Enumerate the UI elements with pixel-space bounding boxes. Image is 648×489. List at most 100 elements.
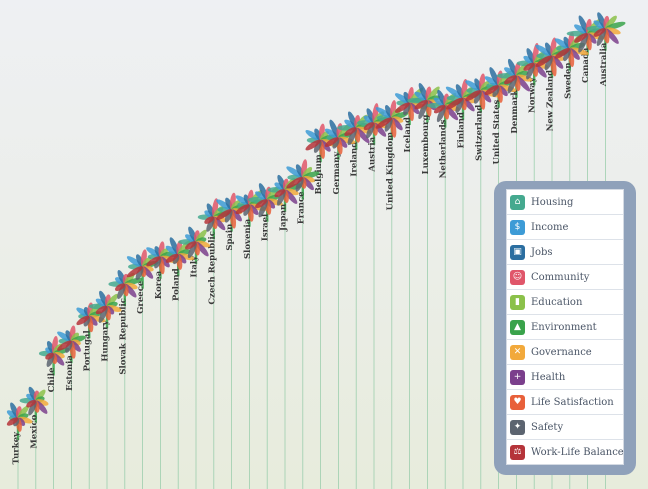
country-label-chile[interactable]: Chile xyxy=(47,367,57,392)
petal-work-life-balance xyxy=(165,253,179,263)
country-label-austria[interactable]: Austria xyxy=(368,136,378,172)
country-label-finland[interactable]: Finland xyxy=(457,112,467,148)
petal-work-life-balance xyxy=(445,97,464,110)
petal-work-life-balance xyxy=(216,209,232,221)
country-label-spain[interactable]: Spain xyxy=(225,224,235,251)
country-label-czech-republic[interactable]: Czech Republic xyxy=(207,231,217,305)
petal-health xyxy=(551,55,564,69)
legend-item-housing[interactable]: ⌂ Housing xyxy=(507,190,623,215)
topic-legend: ⌂ Housing $ Income ▣ Jobs ☺ Community ▮ Education… xyxy=(494,181,636,475)
petal-work-life-balance xyxy=(484,85,499,96)
legend-item-jobs[interactable]: ▣ Jobs xyxy=(507,240,623,265)
petal-safety xyxy=(544,55,553,71)
legend-item-safety[interactable]: ✦ Safety xyxy=(507,415,623,440)
country-label-slovenia[interactable]: Slovenia xyxy=(243,218,253,259)
petal-work-life-balance xyxy=(593,27,606,37)
flower-turkey[interactable] xyxy=(6,401,34,432)
country-label-greece[interactable]: Greece xyxy=(136,280,146,314)
country-label-iceland[interactable]: Iceland xyxy=(403,117,413,152)
flower-estonia[interactable] xyxy=(56,325,87,359)
flower-united-states[interactable] xyxy=(483,66,517,103)
petal-income xyxy=(414,91,428,102)
petal-work-life-balance xyxy=(554,47,570,59)
legend-item-education[interactable]: ▮ Education xyxy=(507,290,623,315)
petal-governance xyxy=(284,188,299,196)
flowers-layer xyxy=(6,11,626,432)
flower-france[interactable] xyxy=(285,159,320,193)
flower-australia[interactable] xyxy=(586,11,626,47)
petal-safety xyxy=(596,28,607,46)
legend-label: Health xyxy=(531,371,566,383)
legend-label: Work-Life Balance xyxy=(531,446,624,458)
flower-slovak-republic[interactable] xyxy=(108,269,143,300)
petal-income xyxy=(165,245,179,255)
country-label-hungary[interactable]: Hungary xyxy=(101,319,111,361)
petal-work-life-balance xyxy=(185,241,197,250)
petal-safety xyxy=(492,85,500,98)
legend-label: Environment xyxy=(531,321,597,333)
petal-income xyxy=(445,86,464,99)
petal-health xyxy=(516,75,531,92)
legend-item-governance[interactable]: ✕ Governance xyxy=(507,340,623,365)
country-label-belgium[interactable]: Belgium xyxy=(314,154,324,194)
flower-japan[interactable] xyxy=(267,174,305,207)
country-label-united-states[interactable]: United States xyxy=(492,99,502,164)
country-label-japan[interactable]: Japan xyxy=(279,204,289,232)
flower-sweden[interactable] xyxy=(553,31,589,68)
country-label-mexico[interactable]: Mexico xyxy=(29,414,39,448)
country-label-estonia[interactable]: Estonia xyxy=(65,355,75,391)
country-label-italy[interactable]: Italy xyxy=(190,255,200,278)
petal-work-life-balance xyxy=(433,104,446,114)
petal-work-life-balance xyxy=(6,417,19,426)
health-cross-icon: + xyxy=(510,369,525,385)
country-label-united-kingdom[interactable]: United Kingdom xyxy=(385,132,395,210)
country-label-switzerland[interactable]: Switzerland xyxy=(474,105,484,161)
flower-denmark[interactable] xyxy=(496,58,533,95)
country-label-turkey[interactable]: Turkey xyxy=(12,431,22,465)
petal-work-life-balance xyxy=(414,99,428,110)
petal-work-life-balance xyxy=(394,102,410,113)
country-label-norway[interactable]: Norway xyxy=(528,76,538,113)
flower-ireland[interactable] xyxy=(337,110,372,146)
country-label-netherlands[interactable]: Netherlands xyxy=(439,119,449,178)
country-label-sweden[interactable]: Sweden xyxy=(563,62,573,98)
legend-item-environment[interactable]: ▲ Environment xyxy=(507,315,623,340)
legend-item-life-satisfaction[interactable]: ♥ Life Satisfaction xyxy=(507,390,623,415)
flower-poland[interactable] xyxy=(164,236,195,270)
legend-label: Income xyxy=(531,221,569,233)
petal-safety xyxy=(98,306,108,323)
petal-work-life-balance xyxy=(115,283,126,292)
legend-label: Life Satisfaction xyxy=(531,396,614,408)
petal-work-life-balance xyxy=(57,340,72,351)
country-label-ireland[interactable]: Ireland xyxy=(350,142,360,177)
country-label-australia[interactable]: Australia xyxy=(599,42,609,87)
petal-income xyxy=(465,80,481,92)
petal-income xyxy=(574,24,588,35)
country-label-slovak-republic[interactable]: Slovak Republic xyxy=(118,298,128,375)
country-label-france[interactable]: France xyxy=(296,191,306,224)
legend-item-community[interactable]: ☺ Community xyxy=(507,265,623,290)
petal-safety xyxy=(243,204,251,216)
country-label-denmark[interactable]: Denmark xyxy=(510,89,520,134)
country-label-germany[interactable]: Germany xyxy=(332,151,342,195)
country-label-luxembourg[interactable]: Luxembourg xyxy=(421,115,431,175)
petal-work-life-balance xyxy=(26,399,37,408)
country-label-portugal[interactable]: Portugal xyxy=(83,330,93,372)
book-icon: ▮ xyxy=(510,294,525,310)
flower-mexico[interactable] xyxy=(19,386,50,417)
country-label-israel[interactable]: Israel xyxy=(261,213,271,241)
country-label-poland[interactable]: Poland xyxy=(172,268,182,301)
legend-item-work-life-balance[interactable]: ⚖ Work-Life Balance xyxy=(507,440,624,464)
flower-united-kingdom[interactable] xyxy=(374,100,409,138)
country-label-canada[interactable]: Canada xyxy=(581,47,591,83)
legend-item-income[interactable]: $ Income xyxy=(507,215,623,240)
country-label-korea[interactable]: Korea xyxy=(154,270,164,299)
flower-hungary[interactable] xyxy=(88,290,122,324)
petal-safety xyxy=(65,341,73,353)
petal-governance xyxy=(195,240,211,248)
petal-work-life-balance xyxy=(305,139,321,151)
flower-italy[interactable] xyxy=(178,225,211,259)
flower-chile[interactable] xyxy=(38,336,70,368)
country-label-new-zealand[interactable]: New Zealand xyxy=(546,70,556,131)
legend-item-health[interactable]: + Health xyxy=(507,365,623,390)
